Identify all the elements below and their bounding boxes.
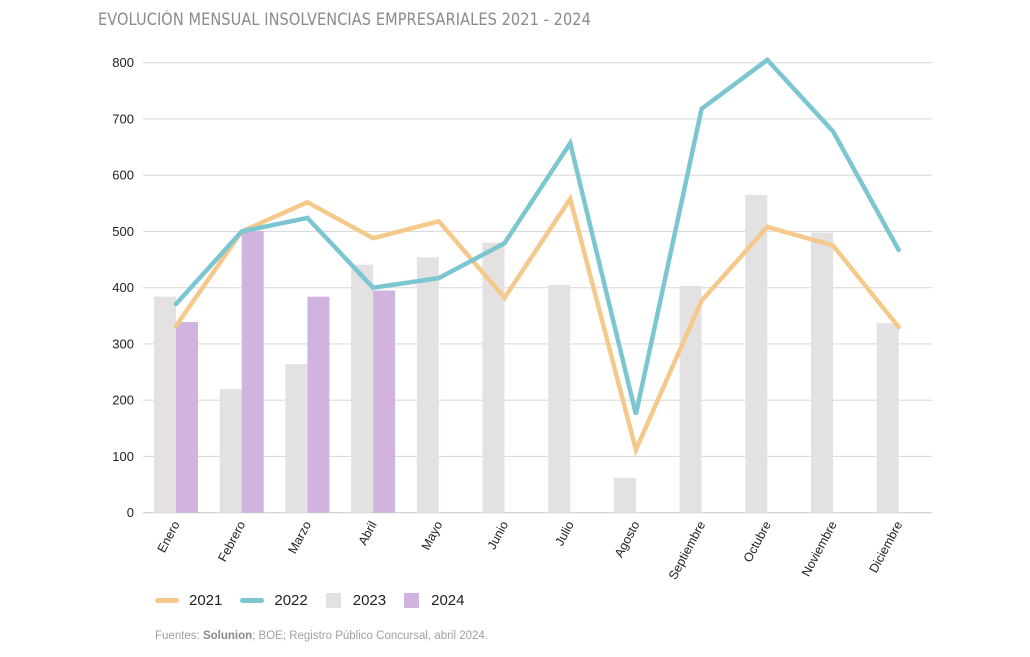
legend-item-2022: 2022 — [240, 592, 308, 609]
source-rest: ; BOE; Registro Público Concursal, abril… — [252, 630, 489, 642]
y-tick-label-100: 100 — [112, 449, 134, 464]
legend-label-2024: 2024 — [431, 592, 465, 609]
bar-2023-enero — [154, 296, 176, 513]
bar-2024-enero — [176, 322, 198, 513]
bar-2023-septiembre — [679, 286, 702, 513]
bar-2024-marzo — [307, 296, 330, 513]
y-tick-label-500: 500 — [112, 224, 134, 239]
bar-2023-julio — [548, 284, 571, 513]
legend-item-2024: 2024 — [404, 592, 465, 609]
source-note: Fuentes: Solunion; BOE; Registro Público… — [155, 630, 488, 642]
x-tick-label-junio: Junio — [485, 519, 511, 552]
bar-2023-mayo — [416, 257, 439, 513]
legend-swatch-2021 — [155, 598, 179, 603]
x-tick-label-septiembre: Septiembre — [666, 519, 708, 582]
bar-2023-marzo — [285, 364, 308, 513]
chart-area: 0 100 200 300 400 500 600 700 800 Enero Febrero Ma… — [112, 55, 932, 582]
x-tick-label-mayo: Mayo — [419, 519, 446, 553]
legend-swatch-2024 — [404, 593, 420, 608]
line-series-2021 — [173, 193, 901, 457]
legend-item-2023: 2023 — [325, 592, 387, 609]
x-tick-label-abril: Abril — [356, 519, 380, 548]
x-tick-label-julio: Julio — [552, 519, 576, 548]
bar-2024-abril — [373, 290, 396, 513]
source-bold: Solunion — [202, 630, 253, 642]
x-tick-label-febrero: Febrero — [215, 519, 248, 564]
legend-label-2022: 2022 — [274, 592, 308, 609]
x-axis-ticks: Enero Febrero Marzo Abril Mayo Junio Julio Agos… — [155, 519, 906, 582]
bars — [154, 194, 899, 513]
line-series-2022 — [173, 56, 901, 415]
bar-2023-febrero — [219, 388, 242, 513]
bar-2024-febrero — [241, 230, 264, 513]
x-tick-label-enero: Enero — [155, 519, 183, 555]
bar-2023-diciembre — [876, 323, 899, 513]
legend-swatch-2023 — [325, 593, 341, 608]
source-prefix: Fuentes: — [155, 630, 203, 642]
legend: 2021 2022 2023 2024 — [155, 592, 483, 609]
x-tick-label-diciembre: Diciembre — [867, 519, 906, 575]
y-tick-label-600: 600 — [112, 168, 134, 183]
x-tick-label-marzo: Marzo — [285, 519, 314, 556]
legend-label-2023: 2023 — [352, 592, 387, 609]
y-tick-label-400: 400 — [112, 280, 134, 295]
gridlines — [143, 62, 932, 514]
y-tick-label-300: 300 — [112, 336, 134, 351]
bar-2023-abril — [351, 264, 374, 513]
lines — [173, 56, 901, 457]
y-tick-label-700: 700 — [112, 111, 134, 126]
x-tick-label-noviembre: Noviembre — [799, 519, 840, 579]
legend-swatch-2022 — [240, 598, 265, 603]
y-axis-ticks: 0 100 200 300 400 500 600 700 800 — [112, 55, 134, 520]
x-tick-label-agosto: Agosto — [612, 519, 643, 560]
y-tick-label-0: 0 — [127, 505, 134, 520]
chart-title: EVOLUCIÓN MENSUAL INSOLVENCIAS EMPRESARI… — [98, 10, 591, 29]
legend-item-2021: 2021 — [155, 592, 222, 609]
bar-2023-agosto — [613, 477, 636, 513]
y-tick-label-200: 200 — [112, 393, 134, 408]
bar-2023-junio — [482, 242, 505, 513]
x-tick-label-octubre: Octubre — [741, 519, 774, 565]
y-tick-label-800: 800 — [112, 55, 134, 70]
bar-2023-octubre — [745, 194, 768, 513]
legend-label-2021: 2021 — [189, 592, 223, 609]
bar-2023-noviembre — [811, 232, 833, 513]
